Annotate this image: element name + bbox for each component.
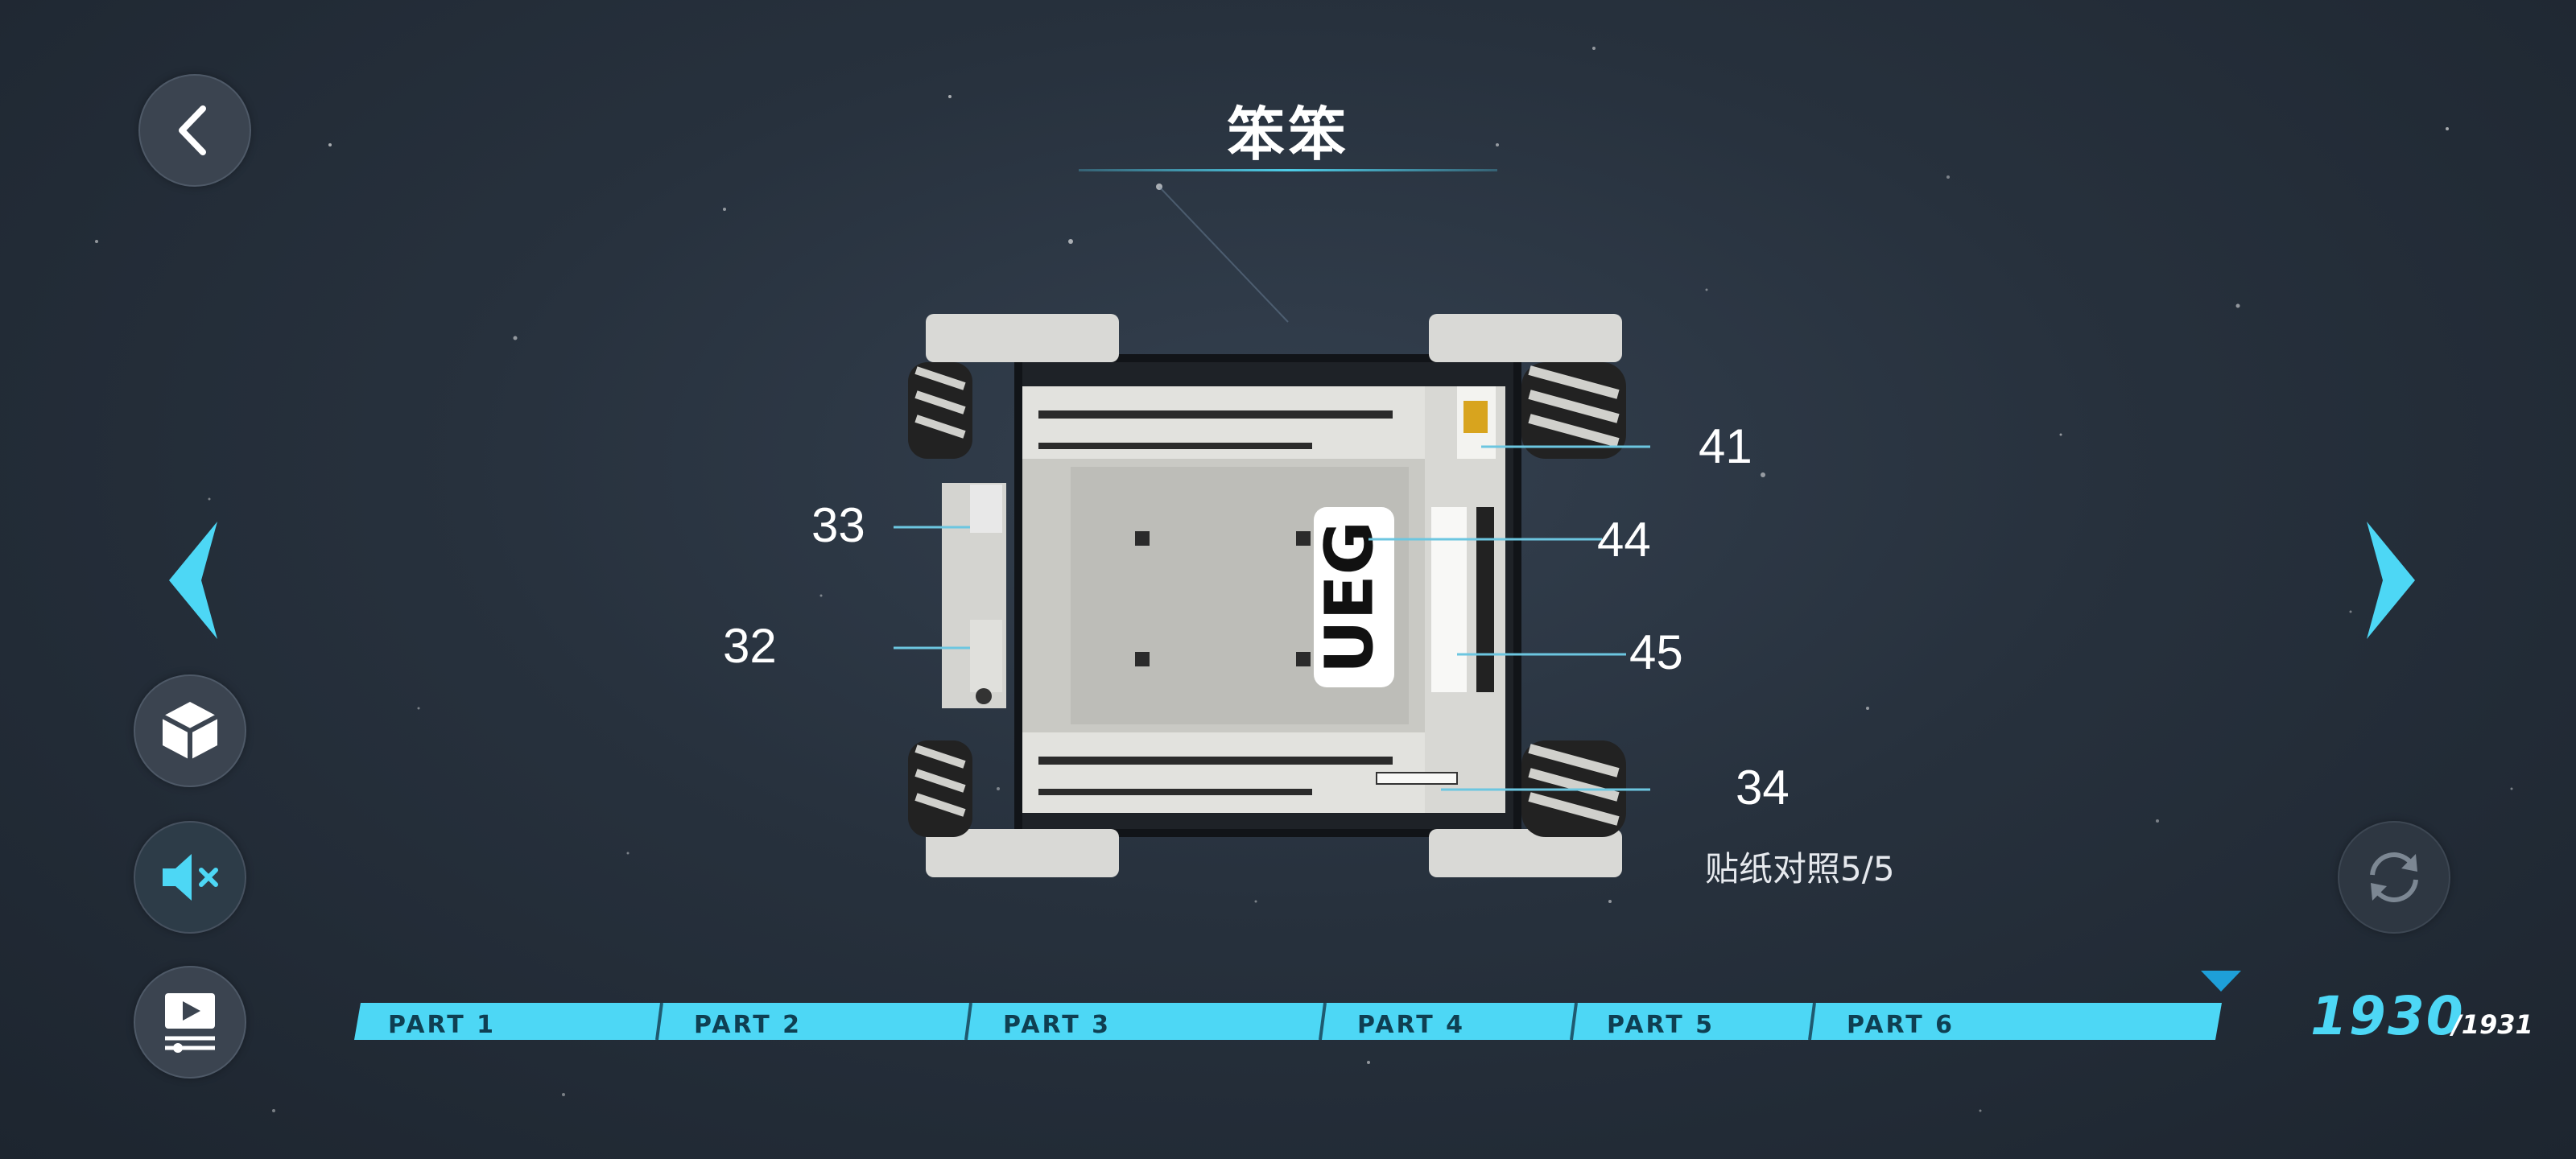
- callout-45: 45: [1629, 625, 1683, 679]
- rotate-icon: [2370, 852, 2418, 902]
- callout-33: 33: [811, 498, 865, 552]
- sticker-caption: 贴纸对照5/5: [1705, 849, 1895, 889]
- total-steps: /1931: [2452, 1009, 2533, 1040]
- part-1-label[interactable]: PART 1: [388, 1011, 496, 1039]
- wheel-front-left: [908, 314, 1119, 459]
- rotate-button[interactable]: [2338, 821, 2450, 934]
- part-4-label[interactable]: PART 4: [1357, 1011, 1465, 1039]
- video-player-button[interactable]: [134, 966, 246, 1079]
- callout-44: 44: [1597, 513, 1651, 567]
- callout-32: 32: [723, 619, 777, 673]
- part-2-label[interactable]: PART 2: [694, 1011, 802, 1039]
- model-3d-button[interactable]: [134, 674, 246, 787]
- prev-arrow-icon[interactable]: [169, 522, 222, 639]
- wheel-front-right: [1429, 314, 1626, 459]
- progress-bar[interactable]: [354, 1003, 2222, 1040]
- part-5-label[interactable]: PART 5: [1607, 1011, 1715, 1039]
- robot-model-image: UEG: [894, 314, 1650, 877]
- video-player-icon: [165, 993, 215, 1053]
- callout-34: 34: [1736, 761, 1790, 815]
- wheel-rear-left: [908, 740, 1119, 877]
- cube-icon: [161, 702, 219, 760]
- back-chevron-icon: [179, 105, 206, 155]
- current-step: 1930: [2310, 985, 2465, 1047]
- ueg-logo: UEG: [1311, 521, 1388, 674]
- part-3-label[interactable]: PART 3: [1003, 1011, 1111, 1039]
- next-arrow-icon[interactable]: [2362, 522, 2415, 639]
- back-button[interactable]: [138, 74, 251, 187]
- title-underline: [1079, 169, 1497, 171]
- callout-41: 41: [1699, 419, 1752, 473]
- sound-toggle-button[interactable]: [134, 821, 246, 934]
- mute-icon: [163, 854, 218, 901]
- progress-marker-icon[interactable]: [2201, 971, 2241, 992]
- part-6-label[interactable]: PART 6: [1847, 1011, 1955, 1039]
- page-title: 笨笨: [1226, 101, 1349, 168]
